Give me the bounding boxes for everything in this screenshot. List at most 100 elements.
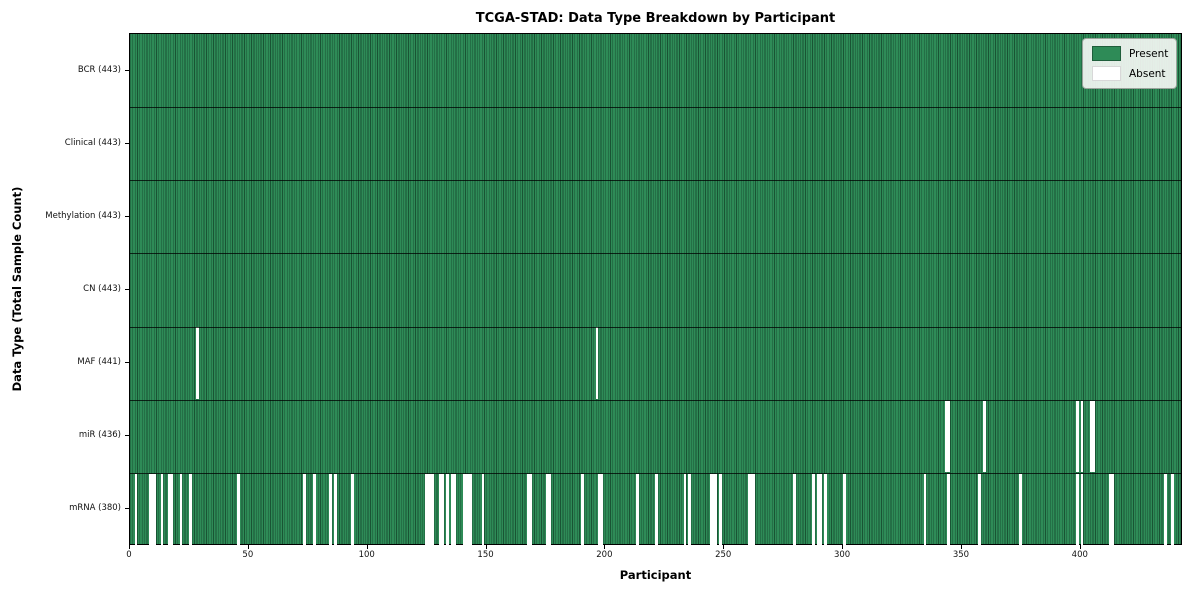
absent-cell-mRNA-344 xyxy=(947,473,951,546)
absent-cell-mRNA-17 xyxy=(170,473,173,546)
absent-cell-mRNA-148 xyxy=(481,473,485,546)
absent-cell-mRNA-8 xyxy=(148,473,152,546)
absent-swatch-icon xyxy=(1092,66,1121,81)
heatmap-cells xyxy=(130,34,1181,546)
x-tick-label: 400 xyxy=(1071,550,1088,560)
legend-label-absent: Absent xyxy=(1129,67,1166,80)
row-separator xyxy=(130,253,1181,255)
absent-cell-mRNA-246 xyxy=(714,473,718,546)
y-axis-label: Data Type (Total Sample Count) xyxy=(10,186,24,392)
absent-cell-mRNA-248 xyxy=(719,473,723,546)
absent-cell-mRNA-77 xyxy=(312,473,316,546)
absent-cell-mRNA-287 xyxy=(811,473,815,546)
absent-cell-mRNA-168 xyxy=(529,473,532,546)
absent-cell-mRNA-435 xyxy=(1163,473,1167,546)
y-tick-label-Clinical: Clinical (443) xyxy=(64,137,121,148)
absent-cell-mRNA-167 xyxy=(526,473,530,546)
absent-cell-mRNA-126 xyxy=(429,473,433,546)
y-tick-label-MAF: MAF (441) xyxy=(77,357,121,368)
absent-cell-miR-359 xyxy=(983,400,986,473)
row-separator xyxy=(130,326,1181,328)
absent-cell-mRNA-290 xyxy=(819,473,822,546)
absent-cell-mRNA-84 xyxy=(329,473,333,546)
legend: Present Absent xyxy=(1082,38,1177,89)
legend-item-absent: Absent xyxy=(1092,66,1167,81)
absent-cell-mRNA-221 xyxy=(655,473,658,546)
absent-cell-mRNA-25 xyxy=(189,473,192,546)
absent-cell-mRNA-136 xyxy=(453,473,456,546)
absent-cell-miR-405 xyxy=(1092,400,1096,473)
x-tick-mark xyxy=(960,545,962,549)
x-tick-label: 250 xyxy=(715,550,732,560)
absent-cell-mRNA-261 xyxy=(750,473,753,546)
y-tick-label-miR: miR (436) xyxy=(78,430,121,441)
absent-cell-mRNA-334 xyxy=(923,473,927,546)
absent-cell-mRNA-198 xyxy=(600,473,604,546)
absent-cell-mRNA-289 xyxy=(816,473,820,546)
legend-item-present: Present xyxy=(1092,46,1169,61)
absent-cell-mRNA-9 xyxy=(151,473,154,546)
absent-cell-mRNA-176 xyxy=(548,473,551,546)
absent-cell-mRNA-235 xyxy=(688,473,692,546)
absent-cell-mRNA-13 xyxy=(160,473,164,546)
y-tick-mark xyxy=(125,215,129,217)
absent-cell-miR-343 xyxy=(945,400,948,473)
y-tick-mark xyxy=(125,435,129,437)
x-tick-label: 200 xyxy=(596,550,613,560)
absent-cell-MAF-28 xyxy=(196,327,200,399)
absent-cell-mRNA-357 xyxy=(978,473,982,546)
absent-cell-mRNA-124 xyxy=(424,473,428,546)
x-tick-mark xyxy=(723,545,725,549)
absent-cell-mRNA-197 xyxy=(598,473,601,546)
absent-cell-mRNA-86 xyxy=(334,473,337,546)
absent-cell-mRNA-438 xyxy=(1170,473,1174,546)
absent-cell-mRNA-142 xyxy=(467,473,471,546)
x-tick-label: 0 xyxy=(126,550,132,560)
row-separator xyxy=(130,472,1181,474)
y-tick-label-mRNA: mRNA (380) xyxy=(69,503,121,514)
x-tick-mark xyxy=(1079,545,1081,549)
absent-cell-mRNA-398 xyxy=(1075,473,1079,546)
y-tick-label-BCR: BCR (443) xyxy=(77,64,121,75)
heatmap-plot[interactable] xyxy=(129,33,1182,546)
x-tick-label: 100 xyxy=(358,550,375,560)
absent-cell-mRNA-260 xyxy=(747,473,751,546)
absent-cell-mRNA-73 xyxy=(303,473,307,546)
legend-label-present: Present xyxy=(1129,47,1169,60)
absent-cell-mRNA-140 xyxy=(462,473,466,546)
x-tick-mark xyxy=(842,545,844,549)
absent-cell-mRNA-141 xyxy=(464,473,468,546)
absent-cell-miR-344 xyxy=(947,400,951,473)
x-tick-label: 300 xyxy=(833,550,851,560)
x-tick-mark xyxy=(366,545,368,549)
y-tick-mark xyxy=(125,362,129,364)
absent-cell-mRNA-175 xyxy=(545,473,549,546)
absent-cell-mRNA-262 xyxy=(752,473,756,546)
chart-title: TCGA-STAD: Data Type Breakdown by Partic… xyxy=(475,11,836,26)
absent-cell-mRNA-21 xyxy=(179,473,183,546)
absent-cell-mRNA-413 xyxy=(1111,473,1115,546)
absent-cell-mRNA-279 xyxy=(792,473,796,546)
absent-cell-mRNA-135 xyxy=(450,473,454,546)
absent-cell-mRNA-412 xyxy=(1109,473,1112,546)
absent-cell-mRNA-244 xyxy=(709,473,713,546)
absent-cell-mRNA-213 xyxy=(636,473,639,546)
absent-cell-mRNA-130 xyxy=(438,473,442,546)
absent-cell-miR-400 xyxy=(1080,400,1084,473)
absent-cell-mRNA-2 xyxy=(134,473,138,546)
row-separator xyxy=(130,399,1181,401)
absent-cell-mRNA-245 xyxy=(712,473,715,546)
absent-cell-mRNA-143 xyxy=(469,473,473,546)
absent-cell-mRNA-10 xyxy=(153,473,157,546)
x-axis-label: Participant xyxy=(619,568,692,582)
absent-cell-mRNA-400 xyxy=(1080,473,1084,546)
absent-cell-mRNA-131 xyxy=(441,473,444,546)
absent-cell-mRNA-125 xyxy=(426,473,430,546)
absent-cell-mRNA-190 xyxy=(581,473,585,546)
absent-cell-miR-398 xyxy=(1075,400,1079,473)
y-tick-mark xyxy=(125,508,129,510)
absent-cell-mRNA-127 xyxy=(431,473,435,546)
y-tick-label-CN: CN (443) xyxy=(83,284,121,294)
row-separator xyxy=(130,107,1181,109)
